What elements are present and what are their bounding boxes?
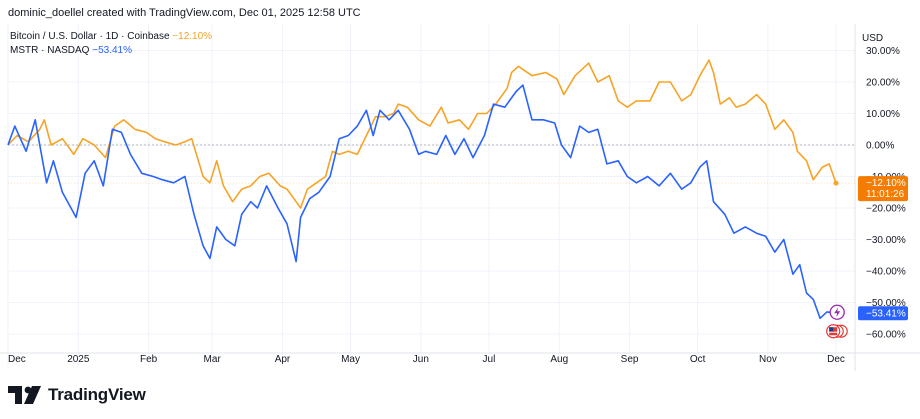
series-lines — [7, 59, 855, 320]
y-tick-label: 20.00% — [866, 78, 900, 89]
x-tick-label: Jul — [483, 354, 496, 365]
y-tick-label: −50.00% — [866, 298, 906, 309]
btc-badge-countdown: 11:01:26 — [866, 189, 905, 200]
chart-area[interactable]: 30.00%20.00%10.00%0.00%−10.00%−20.00%−30… — [0, 24, 920, 375]
legend-btc-change: −12.10% — [172, 31, 213, 42]
legend-mstr-change: −53.41% — [92, 45, 132, 56]
x-tick-label: Dec — [8, 354, 26, 365]
grid-lines — [0, 24, 920, 371]
x-tick-label: Apr — [275, 354, 291, 365]
btc-badge-value: −12.10% — [866, 178, 906, 189]
chart-header: dominic_doellel created with TradingView… — [0, 0, 920, 24]
x-tick-label: Nov — [759, 354, 777, 365]
btc-last-point — [833, 180, 839, 186]
x-tick-label: Dec — [827, 354, 845, 365]
y-tick-label: 10.00% — [866, 109, 900, 120]
price-badges: −12.10%11:01:26 −53.41% — [858, 176, 908, 321]
legend-row-btc[interactable]: Bitcoin / U.S. Dollar · 1D · Coinbase −1… — [10, 30, 212, 44]
economic-event-flag-icon[interactable] — [826, 324, 848, 339]
x-tick-label: May — [341, 354, 360, 365]
mstr-price-badge[interactable]: −53.41% — [858, 306, 908, 321]
y-tick-label: −30.00% — [866, 235, 906, 246]
btc-price-badge[interactable]: −12.10%11:01:26 — [858, 176, 908, 202]
legend: Bitcoin / U.S. Dollar · 1D · Coinbase −1… — [10, 30, 212, 58]
line-chart[interactable]: 30.00%20.00%10.00%0.00%−10.00%−20.00%−30… — [0, 24, 920, 375]
tradingview-wordmark: TradingView — [48, 385, 146, 404]
event-icons — [826, 304, 848, 339]
x-tick-label: Feb — [140, 354, 158, 365]
legend-mstr-name: MSTR · NASDAQ — [10, 45, 90, 56]
y-tick-label: 30.00% — [866, 46, 900, 57]
tradingview-logo-icon — [8, 386, 41, 404]
x-tick-label: Jun — [413, 354, 429, 365]
y-tick-label: −40.00% — [866, 267, 906, 278]
y-tick-label: −60.00% — [866, 330, 906, 341]
x-axis: Dec 2025 Feb Mar Apr May Jun Jul Aug Sep Oct Nov Dec — [8, 354, 845, 365]
y-tick-label: 0.00% — [866, 141, 894, 152]
legend-btc-name: Bitcoin / U.S. Dollar · 1D · Coinbase — [10, 31, 170, 42]
x-tick-label: Aug — [550, 354, 568, 365]
y-tick-label: −20.00% — [866, 204, 906, 215]
x-tick-label: Oct — [690, 354, 706, 365]
tradingview-logo[interactable]: TradingView — [8, 383, 146, 407]
x-tick-label: 2025 — [67, 354, 90, 365]
currency-label[interactable]: USD — [862, 33, 884, 44]
btc-series-line[interactable] — [7, 59, 837, 209]
mstr-badge-value: −53.41% — [866, 309, 906, 320]
mstr-series-line[interactable] — [7, 84, 837, 320]
legend-row-mstr[interactable]: MSTR · NASDAQ −53.41% — [10, 44, 212, 58]
earnings-event-icon[interactable] — [829, 304, 845, 320]
x-tick-label: Sep — [621, 354, 639, 365]
x-tick-label: Mar — [204, 354, 222, 365]
chart-caption: dominic_doellel created with TradingView… — [8, 7, 361, 19]
